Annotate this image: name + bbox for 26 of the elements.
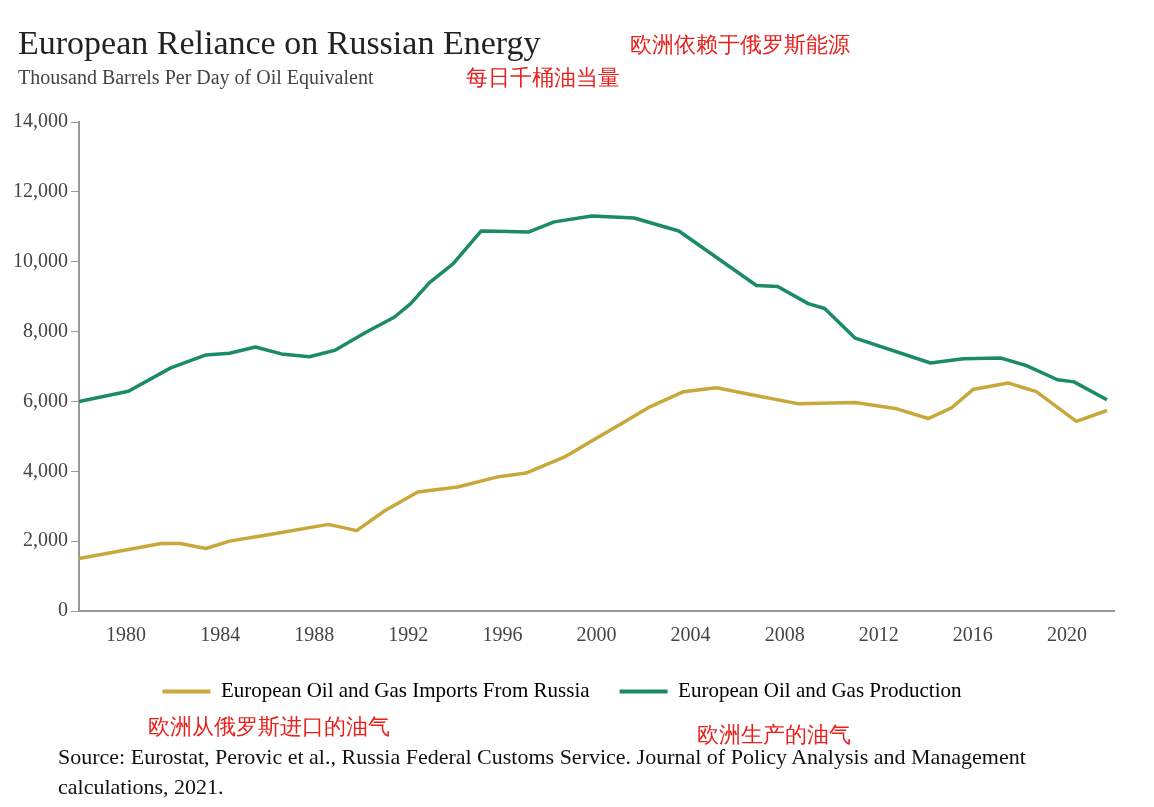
y-tick-label: 12,000 (13, 179, 68, 202)
chart-title: European Reliance on Russian Energy (18, 24, 541, 62)
y-tick-label: 4,000 (23, 458, 68, 481)
x-tick-label: 2004 (670, 623, 711, 646)
y-tick-label: 14,000 (13, 109, 68, 132)
legend-label: European Oil and Gas Imports From Russia (220, 678, 591, 703)
y-tick-label: 6,000 (23, 388, 68, 411)
chart-subtitle: Thousand Barrels Per Day of Oil Equivalent (18, 66, 374, 89)
x-tick-label: 1988 (294, 623, 335, 646)
y-tick-label: 8,000 (23, 318, 68, 341)
x-tick-label: 2008 (764, 623, 805, 646)
x-tick-label: 1992 (388, 623, 429, 646)
y-tick-label: 10,000 (13, 248, 68, 271)
x-tick-label: 1984 (200, 623, 241, 646)
y-tick-label: 2,000 (23, 528, 68, 551)
x-tick-label: 2000 (576, 623, 617, 646)
y-tick-label: 0 (58, 598, 68, 621)
x-tick-label: 2016 (952, 623, 993, 646)
x-tick-label: 1980 (106, 623, 147, 646)
x-tick-label: 2012 (858, 623, 899, 646)
text: 每日千桶油当量 (466, 64, 620, 92)
legend-label: European Oil and Gas Production (678, 678, 963, 703)
text: 欧洲依赖于俄罗斯能源 (630, 31, 850, 59)
x-tick-label: 1996 (482, 623, 523, 646)
text: 欧洲从俄罗斯进口的油气 (148, 713, 390, 741)
x-tick-label: 2020 (1046, 623, 1087, 646)
